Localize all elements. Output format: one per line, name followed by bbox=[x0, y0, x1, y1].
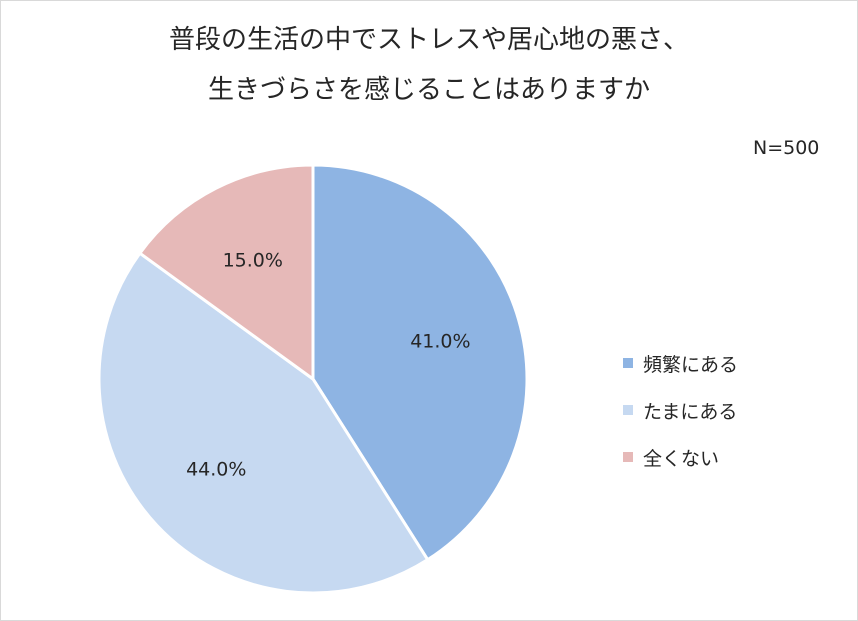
legend-label: 全くない bbox=[643, 447, 720, 470]
legend-swatch bbox=[623, 452, 633, 462]
legend: 頻繁にある たまにある 全くない bbox=[623, 351, 738, 492]
chart-title: 普段の生活の中でストレスや居心地の悪さ、 生きづらさを感じることはありますか bbox=[1, 15, 857, 115]
legend-label: たまにある bbox=[643, 400, 738, 423]
legend-item: 頻繁にある bbox=[623, 351, 739, 376]
chart-title-line-2: 生きづらさを感じることはありますか bbox=[207, 75, 650, 105]
legend-swatch bbox=[623, 358, 633, 368]
data-label: 15.0% bbox=[223, 249, 283, 271]
pie-slice bbox=[138, 163, 315, 381]
pie-slice bbox=[97, 251, 430, 595]
legend-swatch bbox=[623, 405, 633, 415]
legend-label: 頻繁にある bbox=[643, 353, 739, 376]
data-label: 41.0% bbox=[410, 330, 470, 352]
sample-size-label: N=500 bbox=[753, 137, 820, 159]
data-label: 44.0% bbox=[186, 458, 246, 480]
legend-item: たまにある bbox=[623, 398, 738, 423]
chart-title-line-1: 普段の生活の中でストレスや居心地の悪さ、 bbox=[168, 25, 689, 55]
legend-item: 全くない bbox=[623, 445, 738, 470]
